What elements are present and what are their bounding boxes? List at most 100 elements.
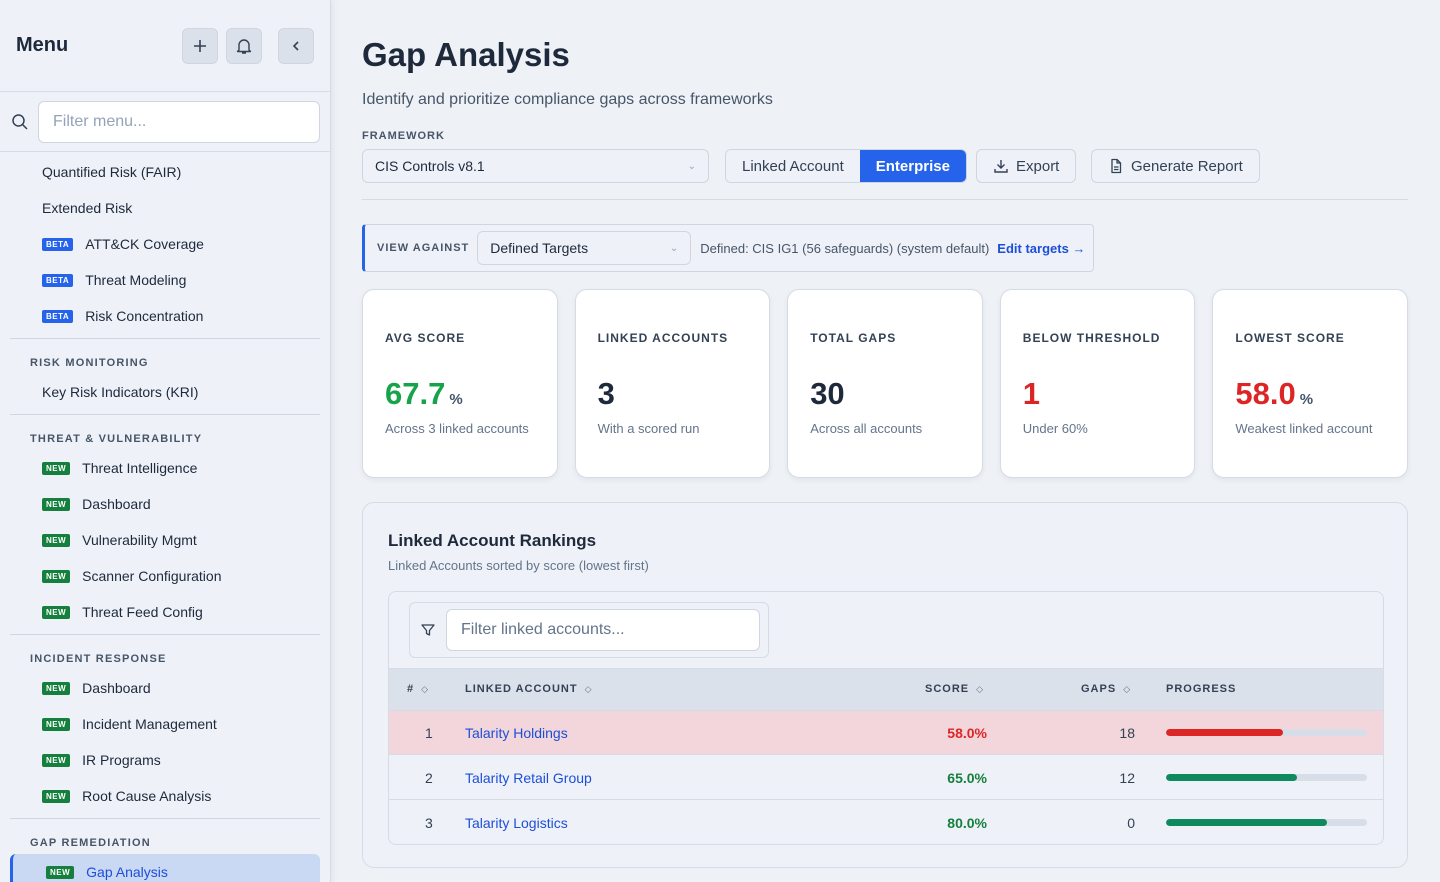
sidebar-header: Menu xyxy=(0,0,330,92)
new-badge: NEW xyxy=(42,717,71,731)
sidebar-item[interactable]: NEW Root Cause Analysis xyxy=(10,778,320,814)
filter-menu-input[interactable]: Filter menu... xyxy=(38,100,320,143)
sidebar-item[interactable]: Key Risk Indicators (KRI) xyxy=(10,374,320,410)
column-account-label: LINKED ACCOUNT xyxy=(465,683,578,695)
summary-card: TOTAL GAPS 30 Across all accounts xyxy=(787,289,983,478)
summary-cards: AVG SCORE 67.7% Across 3 linked accounts LI… xyxy=(362,289,1408,478)
sort-icon: ◇ xyxy=(1123,683,1132,694)
sidebar-item[interactable]: NEW Threat Intelligence xyxy=(10,450,320,486)
sidebar-item-label: Quantified Risk (FAIR) xyxy=(42,164,182,180)
account-link[interactable]: Talarity Retail Group xyxy=(465,770,592,786)
sidebar-item[interactable]: NEW Vulnerability Mgmt xyxy=(10,522,320,558)
account-link[interactable]: Talarity Holdings xyxy=(465,725,568,741)
defined-targets-text: Defined: CIS IG1 (56 safeguards) (system… xyxy=(700,240,990,256)
new-badge: NEW xyxy=(42,605,71,619)
column-score[interactable]: SCORE ◇ xyxy=(925,683,984,695)
view-against-label: VIEW AGAINST xyxy=(377,242,470,254)
column-gaps[interactable]: GAPS ◇ xyxy=(1081,683,1131,695)
sidebar-section-heading: INCIDENT RESPONSE xyxy=(10,634,320,670)
rankings-title: Linked Account Rankings xyxy=(388,531,597,550)
sidebar-item[interactable]: BETA Risk Concentration xyxy=(10,298,320,334)
card-value: 58.0% xyxy=(1235,376,1313,412)
sidebar-item[interactable]: BETA ATT&CK Coverage xyxy=(10,226,320,262)
sidebar-item-label: Threat Feed Config xyxy=(82,604,203,620)
sidebar-item-label: Key Risk Indicators (KRI) xyxy=(42,384,199,400)
document-icon xyxy=(1111,158,1122,174)
framework-value: CIS Controls v8.1 xyxy=(375,158,485,174)
new-badge: NEW xyxy=(46,865,75,879)
add-button[interactable] xyxy=(182,27,218,64)
sort-icon: ◇ xyxy=(584,683,593,694)
sidebar-item-label: Extended Risk xyxy=(42,200,133,216)
summary-card: LINKED ACCOUNTS 3 With a scored run xyxy=(574,289,771,478)
sidebar-section-heading: THREAT & VULNERABILITY xyxy=(10,414,320,450)
scope-toggle: Linked Account Enterprise xyxy=(725,149,967,183)
collapse-sidebar-button[interactable] xyxy=(278,27,314,64)
framework-select[interactable]: CIS Controls v8.1 ⌄ xyxy=(362,149,709,183)
sidebar-item[interactable]: NEW Incident Management xyxy=(10,706,320,742)
sidebar-item[interactable]: Extended Risk xyxy=(10,190,320,226)
plus-icon xyxy=(194,39,206,52)
divider xyxy=(362,199,1408,200)
view-against-bar: VIEW AGAINST Defined Targets ⌄ Defined: … xyxy=(362,224,1094,272)
row-score: 58.0% xyxy=(947,725,987,741)
progress-fill xyxy=(1166,729,1283,736)
card-description: Weakest linked account xyxy=(1235,421,1373,436)
notifications-button[interactable] xyxy=(226,27,262,64)
filter-icon xyxy=(421,624,435,636)
progress-bar xyxy=(1166,729,1367,736)
table-row: 3 Talarity Logistics 80.0% 0 xyxy=(389,801,1383,844)
row-rank: 1 xyxy=(425,725,433,741)
rankings-panel: Linked Account Rankings Linked Accounts … xyxy=(362,502,1408,868)
view-against-select[interactable]: Defined Targets ⌄ xyxy=(477,231,692,265)
generate-report-button[interactable]: Generate Report xyxy=(1091,149,1260,183)
generate-report-label: Generate Report xyxy=(1131,157,1243,175)
summary-card: AVG SCORE 67.7% Across 3 linked accounts xyxy=(362,289,558,478)
card-unit: % xyxy=(449,391,463,408)
card-unit: % xyxy=(1299,391,1314,408)
column-gaps-label: GAPS xyxy=(1081,683,1117,695)
row-rank: 2 xyxy=(425,770,433,786)
page-title: Gap Analysis xyxy=(362,36,570,73)
sidebar-filter: Filter menu... xyxy=(0,92,330,152)
framework-label: FRAMEWORK xyxy=(362,130,445,142)
column-progress: PROGRESS xyxy=(1166,683,1236,695)
sidebar-item-label: Dashboard xyxy=(82,680,151,696)
account-link[interactable]: Talarity Logistics xyxy=(465,815,568,831)
column-account[interactable]: LINKED ACCOUNT ◇ xyxy=(465,683,593,695)
card-number: 1 xyxy=(1022,376,1041,411)
table-header: # ◇ LINKED ACCOUNT ◇ SCORE ◇ GAPS ◇ PROGRESS xyxy=(389,668,1383,711)
column-score-label: SCORE xyxy=(925,683,970,695)
sidebar-item[interactable]: NEW Scanner Configuration xyxy=(10,558,320,594)
sidebar-item-label: Threat Intelligence xyxy=(82,460,198,476)
edit-targets-link[interactable]: Edit targets → xyxy=(997,240,1086,256)
card-number: 30 xyxy=(810,376,845,411)
row-gaps: 0 xyxy=(1127,815,1135,831)
card-label: BELOW THRESHOLD xyxy=(1022,331,1161,345)
summary-card: LOWEST SCORE 58.0% Weakest linked account xyxy=(1212,289,1408,478)
sidebar-item[interactable]: BETA Threat Modeling xyxy=(10,262,320,298)
sidebar-item[interactable]: NEW Dashboard xyxy=(10,486,320,522)
scope-linked-account[interactable]: Linked Account xyxy=(726,150,860,182)
new-badge: NEW xyxy=(42,533,71,547)
sidebar-item[interactable]: NEW Dashboard xyxy=(10,670,320,706)
filter-accounts-input[interactable]: Filter linked accounts... xyxy=(446,609,760,651)
column-rank[interactable]: # ◇ xyxy=(407,683,429,695)
sidebar-item[interactable]: NEW IR Programs xyxy=(10,742,320,778)
new-badge: NEW xyxy=(42,753,71,767)
progress-fill xyxy=(1166,774,1297,781)
sidebar-item[interactable]: NEW Gap Analysis xyxy=(10,854,320,882)
sidebar-item[interactable]: Quantified Risk (FAIR) xyxy=(10,154,320,190)
row-gaps: 12 xyxy=(1119,770,1135,786)
card-label: AVG SCORE xyxy=(385,331,466,345)
sidebar-section-heading: RISK MONITORING xyxy=(10,338,320,374)
card-description: Across all accounts xyxy=(810,421,923,436)
sidebar-title: Menu xyxy=(16,34,69,56)
sort-icon: ◇ xyxy=(421,683,430,694)
summary-card: BELOW THRESHOLD 1 Under 60% xyxy=(999,289,1196,478)
export-button[interactable]: Export xyxy=(976,149,1077,183)
scope-enterprise[interactable]: Enterprise xyxy=(859,150,966,182)
sidebar-item[interactable]: NEW Threat Feed Config xyxy=(10,594,320,630)
table-filter: Filter linked accounts... xyxy=(409,602,769,658)
row-score: 80.0% xyxy=(947,815,987,831)
